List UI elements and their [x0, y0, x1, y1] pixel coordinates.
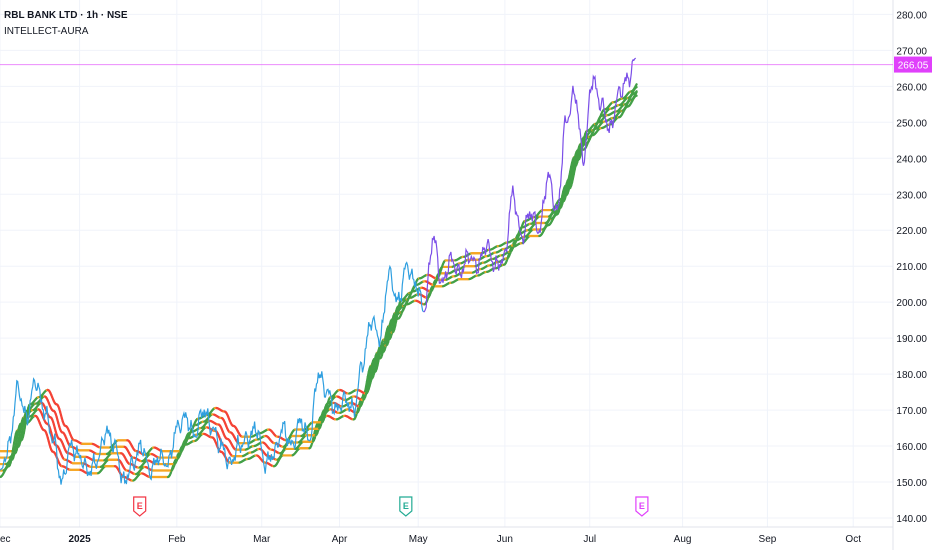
y-tick-label: 150.00	[896, 478, 927, 489]
y-tick-label: 170.00	[896, 406, 927, 417]
x-tick-label: May	[409, 534, 428, 545]
x-tick-label: Apr	[332, 534, 348, 545]
x-tick-label: ec	[0, 534, 11, 545]
y-tick-label: 160.00	[896, 442, 927, 453]
x-tick-label: Feb	[168, 534, 186, 545]
y-tick-label: 220.00	[896, 226, 927, 237]
chart-legend: RBL BANK LTD · 1h · NSE INTELLECT-AURA	[4, 8, 128, 40]
indicator-name: INTELLECT-AURA	[4, 24, 128, 40]
aura-band-segment	[636, 84, 637, 86]
y-tick-label: 250.00	[896, 118, 927, 129]
y-tick-label: 270.00	[896, 46, 927, 57]
symbol-title: RBL BANK LTD · 1h · NSE	[4, 8, 128, 24]
earnings-marker-label: E	[639, 501, 645, 511]
y-tick-label: 240.00	[896, 154, 927, 165]
price-series-early	[0, 263, 424, 485]
earnings-marker-label: E	[403, 501, 409, 511]
y-tick-label: 230.00	[896, 190, 927, 201]
x-tick-label: Oct	[845, 534, 861, 545]
y-tick-label: 280.00	[896, 10, 927, 21]
price-series-late	[424, 58, 636, 312]
current-price-label: 266.05	[898, 61, 929, 72]
y-tick-label: 260.00	[896, 82, 927, 93]
x-tick-label: 2025	[68, 534, 91, 545]
y-tick-label: 140.00	[896, 514, 927, 525]
y-tick-label: 200.00	[896, 298, 927, 309]
x-tick-label: Sep	[759, 534, 777, 545]
aura-band-segment	[636, 91, 637, 92]
y-tick-label: 190.00	[896, 334, 927, 345]
x-tick-label: Jun	[497, 534, 513, 545]
y-tick-label: 210.00	[896, 262, 927, 273]
x-tick-label: Mar	[253, 534, 271, 545]
x-tick-label: Jul	[583, 534, 596, 545]
y-tick-label: 180.00	[896, 370, 927, 381]
earnings-marker-label: E	[137, 501, 143, 511]
x-tick-label: Aug	[674, 534, 692, 545]
